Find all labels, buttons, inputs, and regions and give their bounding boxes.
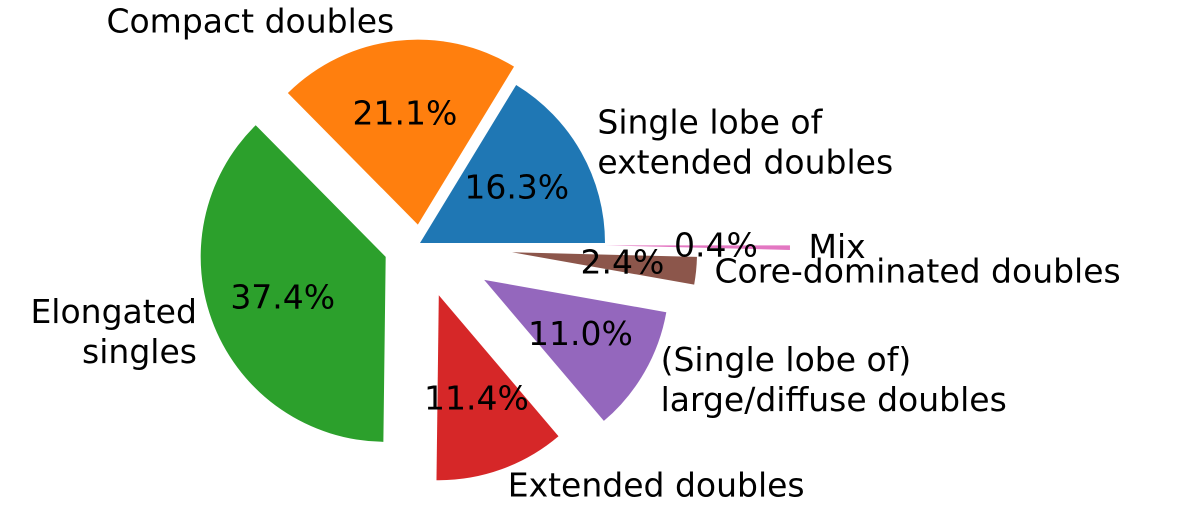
slice-label: Core-dominated doubles <box>715 251 1121 290</box>
pie-slice <box>512 252 697 285</box>
pie-slice <box>200 125 386 442</box>
percent-label: 11.0% <box>528 314 633 353</box>
slice-label: Single lobe of extended doubles <box>597 102 893 181</box>
percent-label: 37.4% <box>230 277 335 316</box>
percent-label: 16.3% <box>464 167 569 206</box>
pie-slice <box>484 279 667 421</box>
pie-slice <box>436 295 559 481</box>
slice-label: Elongated singles <box>30 291 196 370</box>
percent-label: 11.4% <box>424 378 529 417</box>
percent-label: 21.1% <box>353 93 458 132</box>
slice-label: Compact doubles <box>106 1 394 40</box>
percent-label: 2.4% <box>581 242 665 281</box>
pie-slice <box>420 84 605 243</box>
slice-label: Mix <box>808 226 865 265</box>
slice-label: (Single lobe of) large/diffuse doubles <box>661 340 1007 419</box>
percent-label: 0.4% <box>674 225 758 264</box>
slice-label: Extended doubles <box>508 465 805 504</box>
pie-slice <box>604 245 790 250</box>
pie-slice <box>287 39 515 225</box>
